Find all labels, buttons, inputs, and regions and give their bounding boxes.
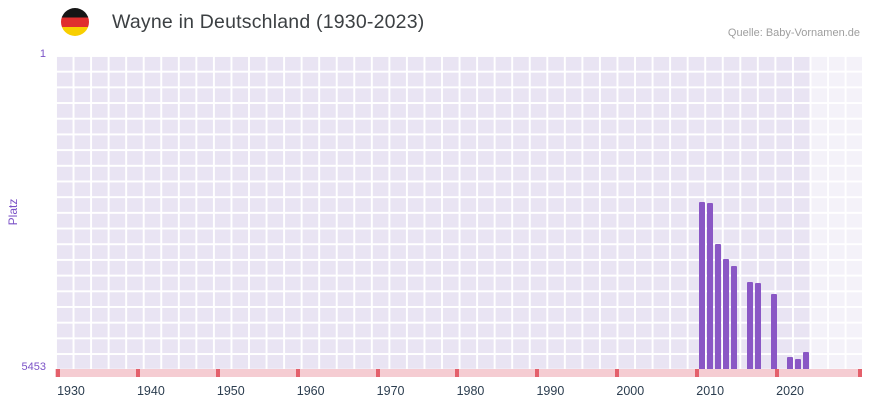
y-tick-top: 1 [39, 48, 46, 60]
x-tick-label-1980: 1980 [456, 384, 485, 398]
bars-layer [55, 55, 862, 369]
x-tick-mark-1990 [535, 369, 540, 377]
bar-2009[interactable] [699, 201, 706, 369]
plot-area [55, 55, 862, 369]
x-tick-mark-2020 [775, 369, 780, 377]
source-attribution: Quelle: Baby-Vornamen.de [727, 27, 860, 39]
bar-2013[interactable] [731, 265, 738, 369]
x-tick-mark-1980 [455, 369, 460, 377]
bar-2011[interactable] [715, 244, 722, 369]
x-tick-label-1990: 1990 [536, 384, 565, 398]
x-tick-mark-1940 [135, 369, 140, 377]
bar-2015[interactable] [747, 281, 754, 369]
bar-2012[interactable] [723, 259, 730, 369]
bar-2018[interactable] [771, 294, 778, 369]
bar-2021[interactable] [795, 358, 802, 369]
y-tick-bottom: 5453 [21, 361, 46, 373]
x-tick-label-2000: 2000 [616, 384, 645, 398]
y-axis-label: Platz [6, 198, 20, 226]
germany-flag-icon [61, 8, 89, 36]
highlight-band [810, 55, 862, 369]
x-tick-mark-1960 [295, 369, 300, 377]
x-axis-labels: 1930 1940 1950 1960 1970 1980 1990 2000 2010 2020 [55, 384, 862, 400]
bar-2020[interactable] [787, 356, 794, 369]
x-axis-strip [55, 369, 862, 377]
x-tick-mark-1930 [55, 369, 60, 377]
x-tick-mark-1950 [215, 369, 220, 377]
chart-title: Wayne in Deutschland (1930-2023) [112, 11, 425, 33]
x-tick-label-2010: 2010 [696, 384, 725, 398]
x-tick-mark-1970 [375, 369, 380, 377]
x-tick-mark-2010 [695, 369, 700, 377]
x-tick-label-1960: 1960 [296, 384, 325, 398]
x-tick-label-1940: 1940 [136, 384, 165, 398]
x-tick-label-1970: 1970 [376, 384, 405, 398]
x-tick-label-1930: 1930 [57, 384, 85, 398]
x-tick-label-1950: 1950 [216, 384, 245, 398]
x-axis-end-tick [858, 369, 862, 377]
x-tick-label-2020: 2020 [776, 384, 804, 398]
bar-2022[interactable] [803, 351, 810, 369]
bar-2010[interactable] [707, 203, 714, 369]
x-tick-mark-2000 [615, 369, 620, 377]
bar-2016[interactable] [755, 283, 762, 369]
